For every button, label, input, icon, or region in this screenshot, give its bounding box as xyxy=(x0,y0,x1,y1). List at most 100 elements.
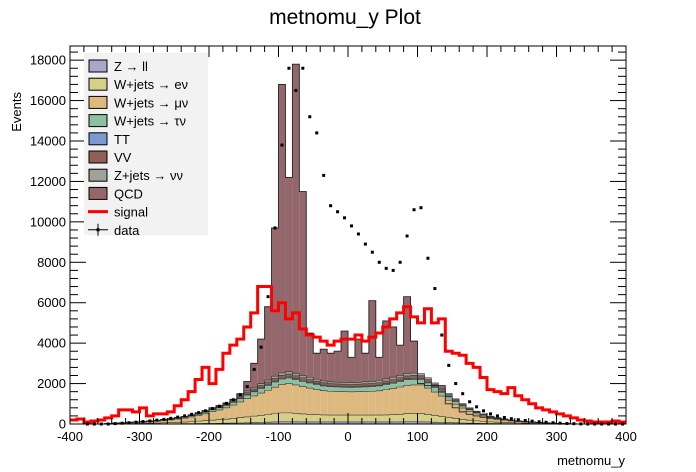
y-tick-label: 14000 xyxy=(30,134,66,149)
bar-tt xyxy=(250,391,258,392)
legend-label: W+jets → μν xyxy=(114,95,188,110)
y-axis-label: Events xyxy=(9,92,24,132)
data-point xyxy=(516,418,520,422)
bar-znn xyxy=(382,378,390,382)
bar-vv xyxy=(403,375,411,379)
data-point xyxy=(287,66,291,70)
bar-zll xyxy=(334,421,342,424)
bar-wmn xyxy=(299,386,307,414)
bar-qcd xyxy=(341,331,348,383)
axes: -400 -300 -200 -100 0 100 200 300 40002000400060… xyxy=(30,46,637,444)
signal-line xyxy=(70,285,626,424)
bar-vv xyxy=(320,382,328,386)
bar-qcd xyxy=(320,349,328,381)
data-point xyxy=(495,414,499,418)
bar-wmn xyxy=(195,415,203,422)
bar-zll xyxy=(459,422,467,424)
bar-wmn xyxy=(271,387,279,414)
bar-znn xyxy=(334,382,342,384)
bar-wtn xyxy=(243,395,251,399)
bar-tt xyxy=(271,381,279,382)
bar-zll xyxy=(396,421,404,424)
data-point xyxy=(454,382,458,386)
bar-wtn xyxy=(174,418,182,420)
bar-wen xyxy=(243,416,251,423)
bar-wmn xyxy=(466,411,474,421)
legend-label: VV xyxy=(114,150,132,165)
bar-znn xyxy=(424,377,432,380)
bar-vv xyxy=(348,384,355,387)
bar-zll xyxy=(271,421,279,424)
bar-vv xyxy=(396,377,404,381)
bar-vv xyxy=(417,375,425,379)
bar-wmn xyxy=(264,390,272,415)
bar-wmn xyxy=(507,420,515,423)
bar-qcd xyxy=(382,320,390,379)
data-point xyxy=(412,208,416,212)
data-point xyxy=(162,417,166,421)
chart-title: metnomu_y Plot xyxy=(269,6,421,29)
bar-wen xyxy=(438,416,446,423)
bar-zll xyxy=(375,421,383,424)
bar-tt xyxy=(348,386,355,388)
data-point xyxy=(259,345,263,349)
x-tick-label: 0 xyxy=(344,429,351,444)
bar-znn xyxy=(299,375,307,378)
bar-znn xyxy=(250,387,258,390)
bar-zll xyxy=(285,421,293,424)
bar-vv xyxy=(292,375,300,379)
bar-znn xyxy=(431,382,439,385)
bar-vv xyxy=(424,379,432,383)
bar-tt xyxy=(354,386,362,388)
bar-wtn xyxy=(334,387,342,392)
bar-wtn xyxy=(236,398,244,402)
bar-zll xyxy=(299,421,307,424)
bar-tt xyxy=(375,385,383,386)
bar-tt xyxy=(431,386,439,388)
bar-wtn xyxy=(452,401,460,405)
bar-wen xyxy=(222,419,230,424)
bar-qcd xyxy=(389,326,397,378)
data-point xyxy=(127,421,131,425)
bar-qcd xyxy=(285,177,293,372)
bar-wen xyxy=(361,415,369,422)
bar-wmn xyxy=(160,420,168,423)
legend-swatch xyxy=(88,77,108,91)
bar-wmn xyxy=(438,396,446,417)
bar-tt xyxy=(389,382,397,384)
bar-wen xyxy=(174,422,182,424)
bar-zll xyxy=(341,421,348,424)
bar-wen xyxy=(459,419,467,423)
bar-wen xyxy=(313,414,321,422)
bar-wtn xyxy=(389,383,397,389)
bar-wen xyxy=(181,422,189,424)
data-point xyxy=(148,419,152,423)
data-point xyxy=(252,367,256,371)
bar-wmn xyxy=(417,384,425,414)
bar-wen xyxy=(445,417,453,423)
bar-wen xyxy=(341,415,348,422)
bar-wen xyxy=(514,422,522,424)
bar-wtn xyxy=(396,381,404,388)
bar-wmn xyxy=(389,388,397,415)
x-tick-label: 300 xyxy=(546,429,568,444)
bar-vv xyxy=(473,411,481,413)
y-tick-label: 0 xyxy=(59,417,66,432)
bar-wtn xyxy=(487,417,494,418)
bar-zll xyxy=(354,421,362,424)
data-point xyxy=(356,232,360,236)
legend-label: TT xyxy=(114,132,130,147)
bar-wtn xyxy=(292,379,300,385)
bar-wtn xyxy=(459,406,467,409)
bar-zll xyxy=(382,421,390,424)
bar-wmn xyxy=(396,387,404,415)
bar-wmn xyxy=(424,388,432,415)
bar-tt xyxy=(403,378,411,380)
bar-tt xyxy=(320,385,328,386)
bar-vv xyxy=(375,382,383,386)
bar-znn xyxy=(410,373,418,376)
bar-wmn xyxy=(368,391,376,416)
bar-zll xyxy=(264,422,272,424)
bar-znn xyxy=(438,388,446,390)
bar-wen xyxy=(507,422,515,424)
